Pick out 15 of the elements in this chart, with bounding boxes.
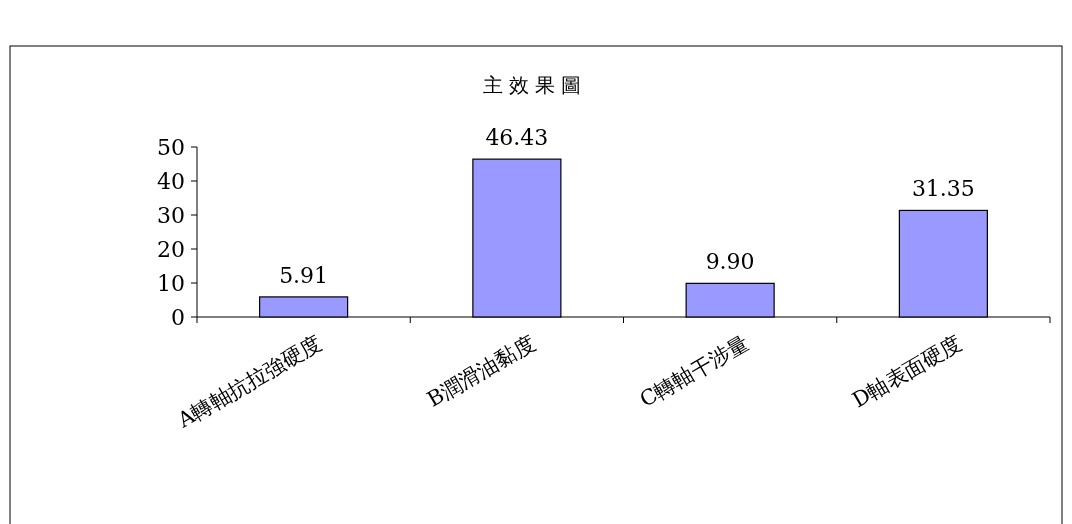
data-label: 5.91 bbox=[279, 262, 329, 288]
x-tick-label: C轉軸干涉量 bbox=[635, 330, 753, 412]
data-label: 46.43 bbox=[485, 125, 549, 151]
data-label: 31.35 bbox=[911, 176, 975, 202]
y-tick-label: 50 bbox=[157, 135, 185, 160]
x-tick-label: D軸表面硬度 bbox=[848, 330, 966, 413]
y-tick-label: 0 bbox=[171, 305, 185, 330]
data-label: 9.90 bbox=[705, 249, 755, 275]
x-tick-label: B潤滑油黏度 bbox=[423, 330, 540, 412]
y-tick-label: 10 bbox=[157, 271, 185, 296]
x-tick-label: A轉軸抗拉強硬度 bbox=[172, 330, 327, 433]
y-tick-label: 40 bbox=[157, 169, 185, 194]
y-tick-label: 20 bbox=[157, 237, 185, 262]
y-tick-label: 30 bbox=[157, 203, 185, 228]
chart-title: 主效果圖 bbox=[483, 73, 587, 97]
